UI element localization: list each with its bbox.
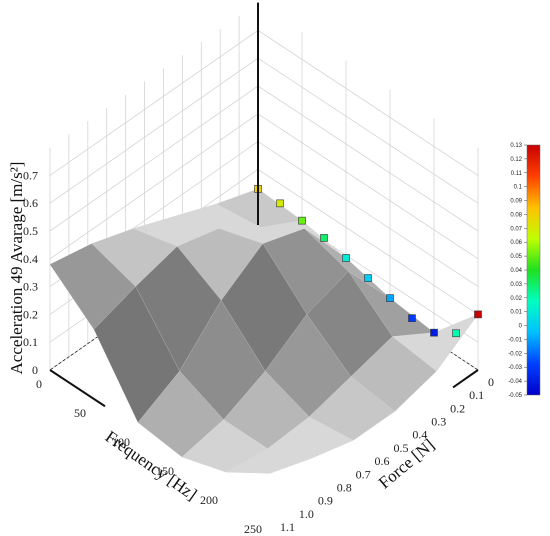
- surface-patch: [225, 448, 313, 474]
- z-tick-label: 0.7: [23, 168, 38, 182]
- x-tick-label: 50: [74, 406, 86, 420]
- y-tick-label: 0.9: [318, 494, 333, 508]
- colorbar-label: -0.01: [508, 337, 522, 343]
- colorbar-label: 0.07: [510, 226, 522, 232]
- colorbar-label: 0.1: [514, 185, 523, 191]
- surface-shade: [265, 314, 351, 417]
- surface-shade: [177, 228, 263, 301]
- x-tick-label: 100: [112, 435, 130, 449]
- z-tick-label: 0.5: [23, 224, 38, 238]
- surface-shade: [350, 336, 437, 412]
- colorbar-label: 0.01: [510, 310, 522, 316]
- colorbar-label: 0.12: [510, 157, 522, 163]
- surface-shade: [306, 271, 393, 377]
- y-tick-label: 0.6: [375, 454, 390, 468]
- surface-shade: [309, 376, 395, 441]
- marker: [474, 310, 482, 319]
- z-tick-label: 0.2: [23, 307, 38, 321]
- y-tick-label: 0.2: [450, 401, 465, 415]
- colorbar-label: -0.05: [508, 393, 522, 399]
- z-tick-label: 0.3: [23, 280, 38, 294]
- marker: [430, 328, 438, 337]
- surface-shade: [50, 243, 136, 330]
- marker: [276, 199, 284, 208]
- surface-shade: [223, 371, 310, 449]
- colorbar-label: 0.08: [510, 212, 522, 218]
- colorbar-label: 0.03: [510, 282, 522, 288]
- x-tick-label: 0: [36, 377, 42, 391]
- surface-shade: [262, 228, 349, 315]
- surface-shade: [94, 286, 180, 423]
- marker: [364, 274, 372, 282]
- marker: [408, 314, 416, 322]
- marker: [452, 329, 460, 338]
- y-tick-label: 0.1: [469, 388, 484, 402]
- z-tick-label: 0.1: [23, 335, 38, 349]
- colorbar-label: 0: [519, 324, 523, 330]
- marker: [298, 216, 306, 225]
- colorbar-label: 0.13: [510, 143, 522, 149]
- z-tick-label: 0.4: [23, 252, 38, 266]
- z-tick-label: 0.6: [23, 196, 38, 210]
- y-tick-label: 1.1: [280, 520, 295, 534]
- y-axis: [452, 369, 479, 389]
- z-tick-label: 0: [32, 363, 38, 377]
- marker: [320, 234, 328, 242]
- colorbar-label: 0.02: [510, 296, 522, 302]
- surface-shade: [91, 228, 178, 287]
- x-tick-label: 250: [244, 522, 262, 536]
- x-tick-label: 150: [156, 464, 174, 478]
- grid-line: [49, 29, 479, 176]
- surface-shade: [135, 246, 222, 372]
- colorbar-label: -0.04: [508, 379, 522, 385]
- z-axis-title: Acceleration 49 Avarage [m/s²]: [7, 162, 26, 375]
- colorbar-label: 0.11: [511, 171, 523, 177]
- y-tick-label: 1.0: [299, 507, 314, 521]
- marker: [342, 254, 350, 262]
- colorbar-label: 0.06: [510, 240, 522, 246]
- y-tick-label: 0: [488, 375, 494, 389]
- y-tick-label: 0.3: [431, 415, 446, 429]
- x-axis: [49, 369, 106, 408]
- surface-shade: [138, 371, 224, 457]
- y-tick-label: 0.5: [393, 441, 408, 455]
- colorbar-label: 0.09: [510, 199, 522, 205]
- colorbar: [526, 144, 541, 396]
- surface-shade: [221, 243, 307, 372]
- surface-shade: [179, 300, 266, 420]
- colorbar-label: 0.05: [510, 254, 522, 260]
- colorbar-label: 0.04: [510, 268, 522, 274]
- y-tick-label: 0.4: [412, 428, 427, 442]
- x-tick-label: 200: [200, 493, 218, 507]
- y-tick-label: 0.7: [356, 467, 371, 481]
- colorbar-label: -0.03: [508, 365, 522, 371]
- marker: [386, 294, 394, 302]
- colorbar-label: -0.02: [508, 351, 522, 357]
- y-tick-label: 0.8: [337, 480, 352, 494]
- surface-shade: [216, 188, 302, 228]
